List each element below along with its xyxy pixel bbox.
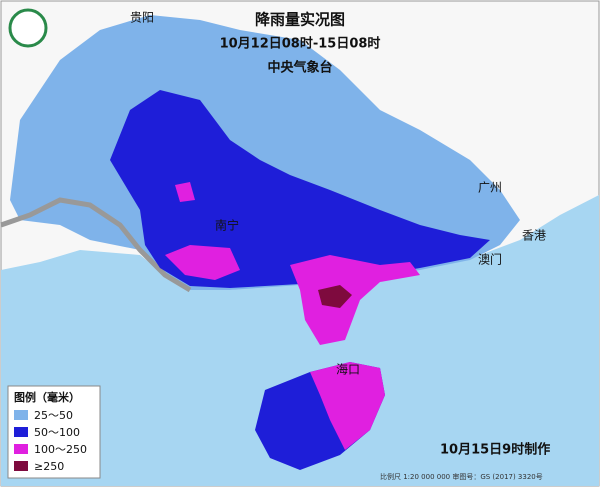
city: 香港 [522, 229, 546, 243]
city: 南宁 [215, 218, 239, 233]
legend-label: 100～250 [34, 443, 87, 456]
rain-100-250 [310, 362, 385, 450]
border [0, 197, 192, 293]
legend-swatch [14, 427, 28, 437]
city: 海口 [336, 362, 360, 377]
legend-label: 50～100 [34, 426, 80, 439]
agency: 中央气象台 [267, 60, 332, 76]
legend-label: 25～50 [34, 409, 73, 422]
city: 广州 [478, 181, 502, 195]
legend-title: 图例（毫米） [14, 390, 80, 404]
rain-100-250 [175, 182, 195, 202]
rain-100-250 [165, 245, 240, 280]
city: 贵阳 [130, 11, 154, 25]
legend-label: ≥250 [34, 460, 64, 473]
period: 10月12日08时-15日08时 [220, 36, 381, 52]
rain-250 [318, 285, 352, 308]
sea [1, 195, 599, 486]
rain-50-100 [110, 90, 490, 288]
scale-note: 比例尺 1:20 000 000 审图号：GS (2017) 3320号 [380, 472, 543, 481]
logo [8, 8, 48, 48]
legend: 图例（毫米） 25～50 50～100 100～250 ≥250 [7, 385, 101, 479]
title: 降雨量实况图 [255, 11, 345, 29]
city: 澳门 [478, 252, 502, 267]
legend-swatch [14, 461, 28, 471]
legend-swatch [14, 444, 28, 454]
made-time: 10月15日9时制作 [440, 442, 550, 458]
legend-swatch [14, 410, 28, 420]
rain-100-250 [290, 255, 420, 345]
